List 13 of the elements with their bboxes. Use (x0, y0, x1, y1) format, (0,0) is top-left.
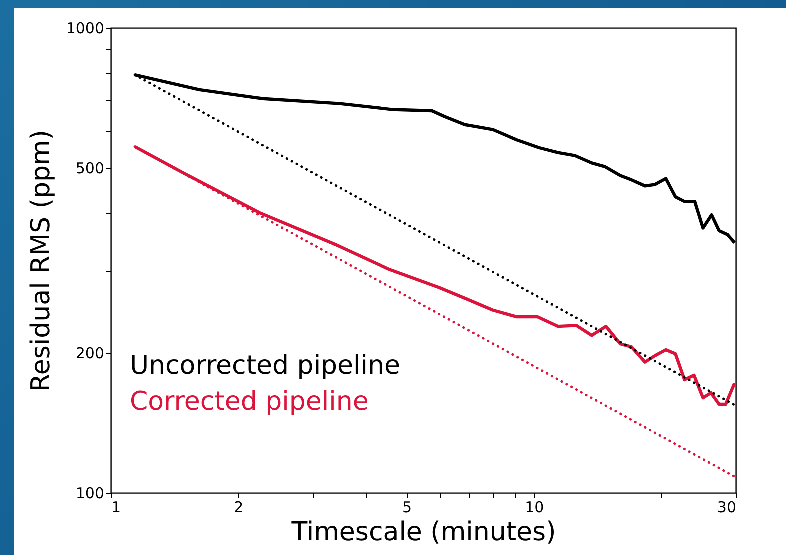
y-tick-label: 1000 (66, 20, 104, 38)
x-axis-title: Timescale (minutes) (290, 518, 556, 548)
y-axis-title: Residual RMS (ppm) (26, 130, 56, 392)
x-tick-label: 2 (234, 498, 244, 516)
y-tick-label: 200 (76, 344, 104, 363)
text: Corrected pipeline (130, 387, 369, 417)
y-tick-label: 100 (76, 484, 104, 502)
x-tick-label: 5 (402, 498, 412, 516)
text: Uncorrected pipeline (130, 351, 400, 381)
x-tick-label: 1 (112, 498, 122, 516)
y-tick-label: 500 (76, 159, 104, 178)
x-tick-label: 30 (717, 498, 736, 516)
x-tick-label: 10 (525, 498, 544, 516)
